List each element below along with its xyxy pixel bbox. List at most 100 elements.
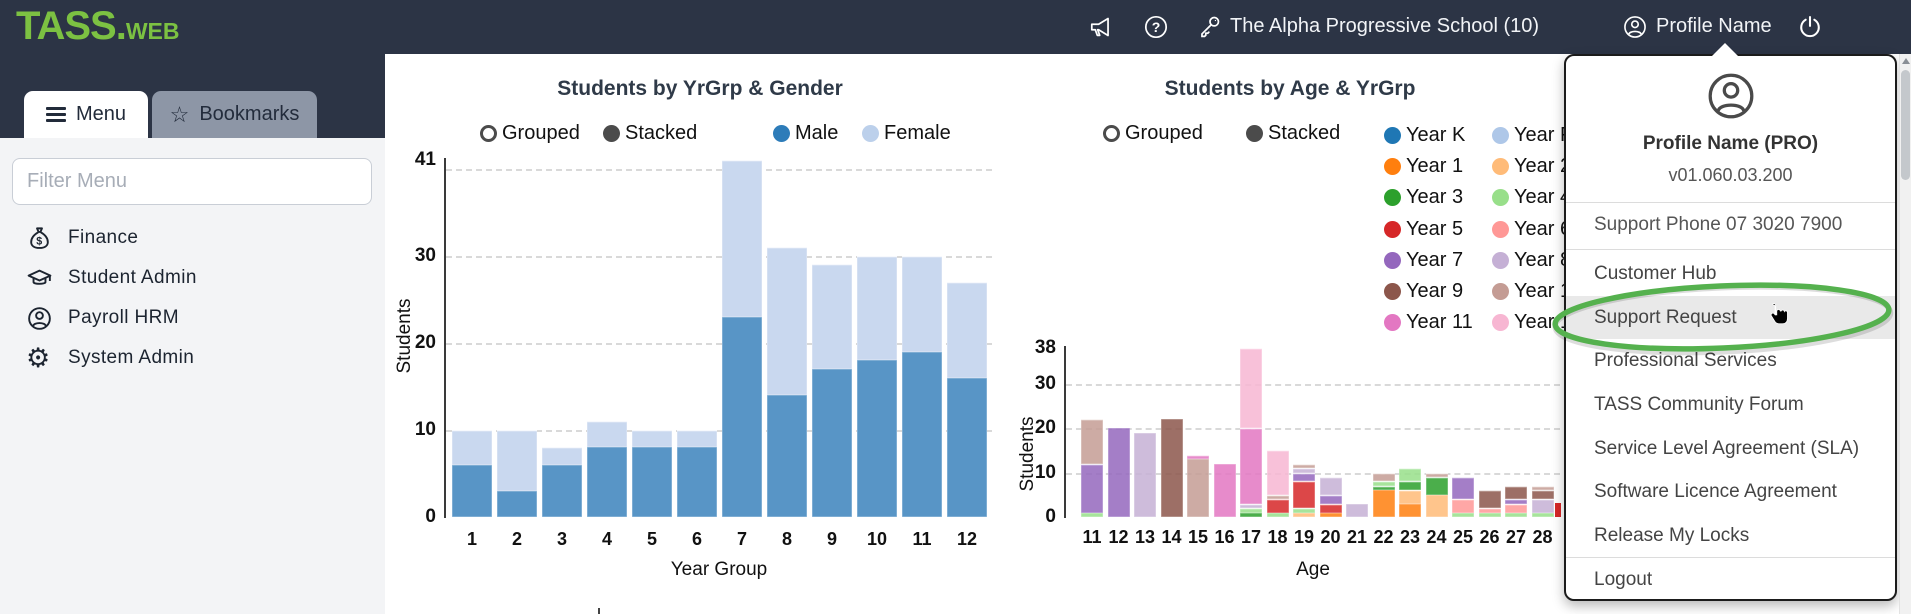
menu-item-logout[interactable]: Logout: [1594, 569, 1653, 590]
chart1-gridline: [446, 255, 992, 258]
menu-item-software-licence-agreement[interactable]: Software Licence Agreement: [1594, 481, 1837, 503]
chart2-legend-year-p[interactable]: Year P: [1492, 124, 1573, 147]
chart2-bar-segment: [1213, 463, 1236, 517]
chart1-legend-male[interactable]: Male: [773, 122, 838, 145]
chart2-bar-segment: [1134, 432, 1156, 517]
chart2-bar-segment: [1478, 490, 1501, 509]
menu-item-professional-services[interactable]: Professional Services: [1594, 350, 1777, 372]
chart2-y-tick: 38: [1034, 337, 1056, 358]
logo-sub: WEB: [125, 18, 180, 44]
chart2-x-tick: 15: [1187, 527, 1209, 547]
legend-label: Year 3: [1406, 186, 1464, 209]
legend-swatch-icon: [1384, 127, 1401, 144]
chart1-bar-segment: [587, 421, 627, 448]
user-icon[interactable]: [1622, 14, 1648, 40]
menu-item-tass-community-forum[interactable]: TASS Community Forum: [1594, 393, 1804, 415]
chart2-x-tick: 23: [1399, 527, 1421, 547]
scrollbar-thumb[interactable]: [1901, 70, 1910, 180]
legend-swatch-icon: [1492, 220, 1509, 238]
menu-item-service-level-agreement-sla[interactable]: Service Level Agreement (SLA): [1594, 437, 1860, 459]
profile-name[interactable]: Profile Name: [1656, 15, 1772, 37]
filter-menu-input[interactable]: [12, 158, 372, 205]
tab-bookmarks[interactable]: ☆ Bookmarks: [152, 91, 317, 138]
legend-swatch-icon: [862, 125, 879, 142]
legend-label: Year P: [1514, 124, 1574, 146]
menu-item-customer-hub[interactable]: Customer Hub: [1594, 262, 1717, 284]
sidebar-item-payroll-hrm[interactable]: Payroll HRM: [26, 302, 179, 334]
chart2-x-tick: 22: [1373, 527, 1394, 547]
sidebar-item-finance[interactable]: $ Finance: [26, 222, 138, 254]
chart2-legend-year-5[interactable]: Year 5: [1384, 218, 1463, 241]
graduation-cap-icon: [27, 269, 52, 285]
chart2-bar-segment: [1478, 508, 1501, 513]
chart2-legend-year-1[interactable]: Year 1: [1384, 155, 1463, 178]
chart1-mode-stacked[interactable]: Stacked: [603, 122, 697, 145]
legend-label: Year 11: [1406, 311, 1473, 334]
chart1-bar-segment: [677, 429, 717, 448]
chart1-x-tick: 9: [826, 529, 837, 549]
chart1-bar-segment: [767, 395, 807, 517]
chart1-bar-segment: [857, 255, 897, 361]
chart2-legend-year-8[interactable]: Year 8: [1492, 249, 1571, 272]
chart2-legend-year-4[interactable]: Year 4: [1492, 186, 1571, 209]
menu-item-release-my-locks[interactable]: Release My Locks: [1594, 524, 1750, 546]
chart1-bar-segment: [452, 429, 492, 465]
chart2-legend-year-7[interactable]: Year 7: [1384, 249, 1463, 272]
sidebar-item-student-admin[interactable]: Student Admin: [26, 262, 197, 294]
chart2-bar-segment: [1452, 499, 1474, 513]
chart2-bar-segment: [1240, 428, 1262, 504]
chart2-legend-year-3[interactable]: Year 3: [1384, 186, 1463, 209]
chart1-x-tick: 11: [912, 529, 932, 549]
scrollbar-up-arrow[interactable]: [1902, 58, 1910, 64]
chart2-bar-segment: [1425, 494, 1448, 517]
svg-text:?: ?: [1152, 19, 1161, 35]
chart2-bar-segment: [1505, 503, 1527, 513]
tab-bookmarks-label: Bookmarks: [199, 103, 300, 125]
chart2-legend-year-6[interactable]: Year 6: [1492, 218, 1571, 241]
vertical-scrollbar[interactable]: [1899, 54, 1911, 614]
chart2-legend-year-11[interactable]: Year 11: [1384, 311, 1473, 334]
chart1-bar-segment: [632, 447, 672, 517]
key-icon[interactable]: [1197, 14, 1223, 40]
support-phone: Support Phone 07 3020 7900: [1594, 214, 1843, 235]
chart2-y-axis-label: Students: [1017, 416, 1038, 492]
chart2-gridline: [1066, 383, 1560, 386]
chart2-bar-segment: [1081, 512, 1103, 517]
legend-swatch-icon: [1384, 314, 1401, 332]
chart2-legend-year-9[interactable]: Year 9: [1384, 280, 1463, 303]
chart2-bar-segment: [1425, 472, 1448, 477]
chart1-mode-grouped[interactable]: Grouped: [480, 122, 580, 145]
menu-item-support-request[interactable]: Support Request: [1566, 295, 1895, 340]
tass-web-logo[interactable]: TASS.WEB: [16, 4, 180, 49]
chart1-x-tick: 2: [511, 529, 522, 549]
chart1-bar-segment: [452, 464, 492, 517]
chart2-mode-stacked[interactable]: Stacked: [1246, 122, 1340, 145]
help-icon[interactable]: ?: [1143, 14, 1169, 40]
chart2-legend-year-k[interactable]: Year K: [1384, 124, 1465, 147]
legend-label: Grouped: [1125, 122, 1203, 144]
legend-label: Grouped: [502, 122, 580, 144]
school-name[interactable]: The Alpha Progressive School (10): [1230, 15, 1540, 37]
legend-swatch-icon: [1492, 189, 1509, 207]
tab-menu[interactable]: Menu: [24, 91, 148, 138]
chart2-bar-segment: [1452, 476, 1474, 500]
chart1-bar-segment: [902, 351, 942, 517]
chart2-bar-segment: [1240, 512, 1262, 517]
chart2-mode-grouped[interactable]: Grouped: [1103, 122, 1203, 145]
chart1-legend-female[interactable]: Female: [862, 122, 951, 145]
chart2-x-tick: 25: [1452, 527, 1474, 547]
chart2-bar-segment: [1293, 508, 1315, 513]
chart1-bar-segment: [542, 447, 582, 465]
sidebar-item-label: Student Admin: [68, 267, 197, 288]
chart2-bar-segment: [1160, 419, 1183, 517]
chart2-bar-segment: [1081, 419, 1103, 464]
chart1-gridline: [446, 429, 992, 432]
chart2-legend-year-2[interactable]: Year 2: [1492, 155, 1571, 178]
megaphone-icon[interactable]: [1088, 14, 1114, 40]
chart2-x-tick: 20: [1320, 527, 1341, 547]
power-icon[interactable]: [1797, 14, 1823, 40]
chart2-x-tick: 14: [1161, 527, 1182, 547]
chart1-y-tick: 30: [414, 244, 436, 266]
sidebar-item-system-admin[interactable]: ⚙ System Admin: [26, 342, 194, 374]
sidebar: [0, 138, 385, 614]
